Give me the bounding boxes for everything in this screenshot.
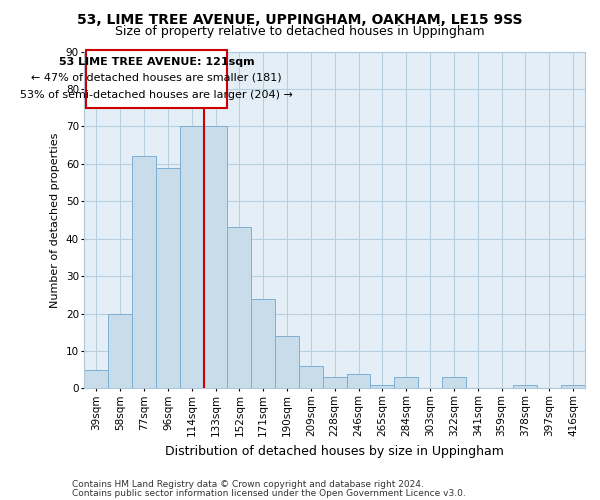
Text: ← 47% of detached houses are smaller (181): ← 47% of detached houses are smaller (18… — [31, 72, 282, 83]
Bar — [108, 314, 132, 388]
Bar — [85, 370, 108, 388]
Bar — [394, 378, 418, 388]
Bar — [203, 126, 227, 388]
Bar — [275, 336, 299, 388]
Bar — [132, 156, 156, 388]
Bar — [227, 228, 251, 388]
Text: 53 LIME TREE AVENUE: 121sqm: 53 LIME TREE AVENUE: 121sqm — [59, 57, 254, 67]
Bar — [561, 384, 585, 388]
Bar — [156, 168, 180, 388]
X-axis label: Distribution of detached houses by size in Uppingham: Distribution of detached houses by size … — [165, 444, 504, 458]
Bar — [86, 50, 227, 108]
Y-axis label: Number of detached properties: Number of detached properties — [50, 132, 60, 308]
Text: Size of property relative to detached houses in Uppingham: Size of property relative to detached ho… — [115, 25, 485, 38]
Text: Contains HM Land Registry data © Crown copyright and database right 2024.: Contains HM Land Registry data © Crown c… — [72, 480, 424, 489]
Bar — [180, 126, 203, 388]
Bar — [370, 384, 394, 388]
Text: Contains public sector information licensed under the Open Government Licence v3: Contains public sector information licen… — [72, 489, 466, 498]
Bar — [442, 378, 466, 388]
Text: 53, LIME TREE AVENUE, UPPINGHAM, OAKHAM, LE15 9SS: 53, LIME TREE AVENUE, UPPINGHAM, OAKHAM,… — [77, 12, 523, 26]
Bar — [514, 384, 538, 388]
Bar — [251, 298, 275, 388]
Bar — [347, 374, 370, 388]
Text: 53% of semi-detached houses are larger (204) →: 53% of semi-detached houses are larger (… — [20, 90, 293, 100]
Bar — [299, 366, 323, 388]
Bar — [323, 378, 347, 388]
